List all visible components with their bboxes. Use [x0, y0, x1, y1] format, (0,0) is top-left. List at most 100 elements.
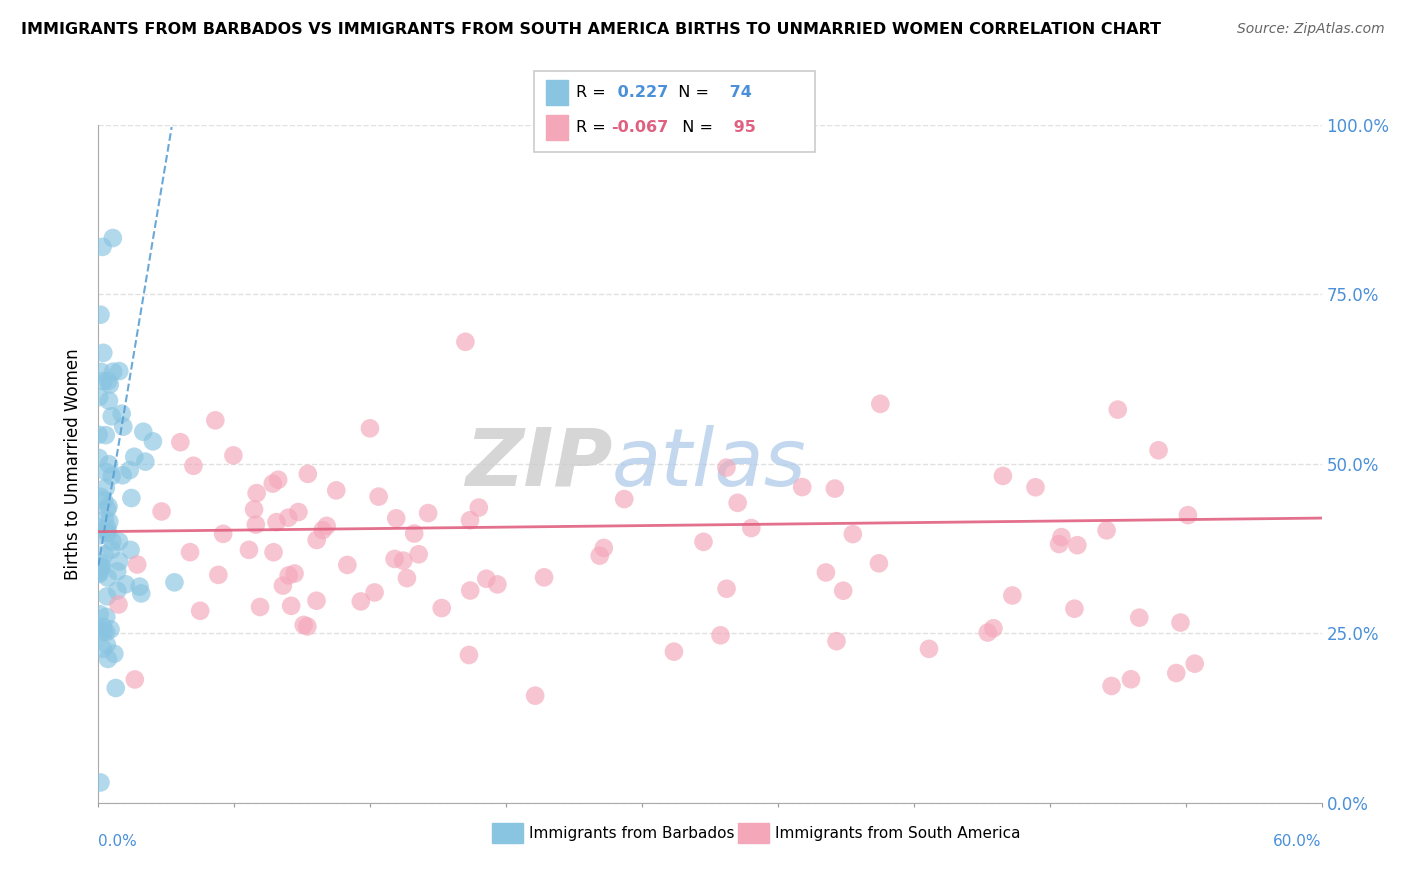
Point	[118, 463, 141, 477]
Point	[89, 567, 111, 582]
Point	[91, 560, 114, 574]
Point	[384, 552, 406, 566]
Point	[90, 365, 112, 379]
Point	[89, 607, 111, 622]
Point	[89, 563, 111, 577]
Point	[108, 534, 131, 549]
Text: Immigrants from South America: Immigrants from South America	[775, 826, 1021, 840]
Point	[977, 625, 1000, 640]
Point	[277, 510, 299, 524]
Point	[93, 374, 115, 388]
Point	[87, 528, 110, 542]
Point	[120, 491, 142, 505]
Point	[87, 520, 110, 534]
Point	[792, 480, 814, 494]
Point	[824, 482, 846, 496]
Point	[825, 634, 848, 648]
Point	[740, 521, 762, 535]
Point	[97, 652, 120, 666]
Point	[336, 558, 359, 572]
Text: atlas: atlas	[612, 425, 807, 503]
Point	[367, 490, 389, 504]
Point	[96, 624, 118, 639]
Point	[97, 571, 120, 585]
Point	[1128, 610, 1150, 624]
Text: 95: 95	[728, 120, 756, 135]
Point	[315, 519, 337, 533]
Point	[246, 486, 269, 500]
Point	[363, 585, 385, 599]
Point	[533, 570, 555, 584]
Point	[163, 575, 186, 590]
Point	[1147, 443, 1170, 458]
Point	[89, 390, 111, 404]
Point	[983, 621, 1005, 635]
Point	[350, 594, 373, 608]
Point	[96, 502, 118, 516]
Text: 0.227: 0.227	[612, 86, 668, 100]
Text: 60.0%: 60.0%	[1274, 834, 1322, 849]
Point	[89, 490, 111, 504]
Y-axis label: Births to Unmarried Women: Births to Unmarried Women	[65, 348, 83, 580]
Point	[1101, 679, 1123, 693]
Text: 74: 74	[724, 86, 752, 100]
Point	[325, 483, 347, 498]
Point	[93, 493, 115, 508]
Point	[1063, 601, 1085, 615]
Point	[108, 364, 131, 378]
Point	[458, 648, 481, 662]
Point	[280, 599, 302, 613]
Point	[107, 598, 129, 612]
Point	[90, 556, 112, 570]
Point	[1184, 657, 1206, 671]
Point	[267, 473, 290, 487]
Point	[97, 374, 120, 388]
Point	[97, 457, 120, 471]
Point	[101, 534, 124, 549]
Point	[179, 545, 201, 559]
Point	[1095, 524, 1118, 538]
Text: IMMIGRANTS FROM BARBADOS VS IMMIGRANTS FROM SOUTH AMERICA BIRTHS TO UNMARRIED WO: IMMIGRANTS FROM BARBADOS VS IMMIGRANTS F…	[21, 22, 1161, 37]
Point	[727, 496, 749, 510]
Point	[408, 547, 430, 561]
Point	[142, 434, 165, 449]
Point	[312, 523, 335, 537]
Point	[89, 308, 111, 322]
Text: N =: N =	[668, 86, 714, 100]
Point	[112, 419, 135, 434]
Point	[271, 578, 294, 592]
Point	[1170, 615, 1192, 630]
Point	[93, 624, 115, 639]
Point	[592, 541, 614, 555]
Text: ZIP: ZIP	[465, 425, 612, 503]
Point	[94, 465, 117, 479]
Point	[98, 377, 121, 392]
Point	[101, 231, 124, 245]
Point	[430, 601, 453, 615]
Point	[1119, 672, 1142, 686]
Point	[263, 545, 285, 559]
Point	[87, 560, 110, 574]
Point	[122, 450, 145, 464]
Point	[212, 526, 235, 541]
Point	[468, 500, 491, 515]
Point	[709, 628, 731, 642]
Point	[96, 609, 118, 624]
Point	[1050, 530, 1073, 544]
Point	[87, 450, 110, 465]
Point	[589, 549, 612, 563]
Point	[524, 689, 547, 703]
Point	[832, 583, 855, 598]
Point	[292, 618, 315, 632]
Point	[94, 481, 117, 495]
Point	[111, 468, 134, 483]
Text: 0.0%: 0.0%	[98, 834, 138, 849]
Point	[96, 637, 118, 651]
Point	[100, 542, 122, 557]
Point	[97, 500, 120, 514]
Text: -0.067: -0.067	[612, 120, 669, 135]
Point	[1177, 508, 1199, 523]
Point	[662, 645, 685, 659]
Point	[183, 458, 205, 473]
Point	[454, 334, 477, 349]
